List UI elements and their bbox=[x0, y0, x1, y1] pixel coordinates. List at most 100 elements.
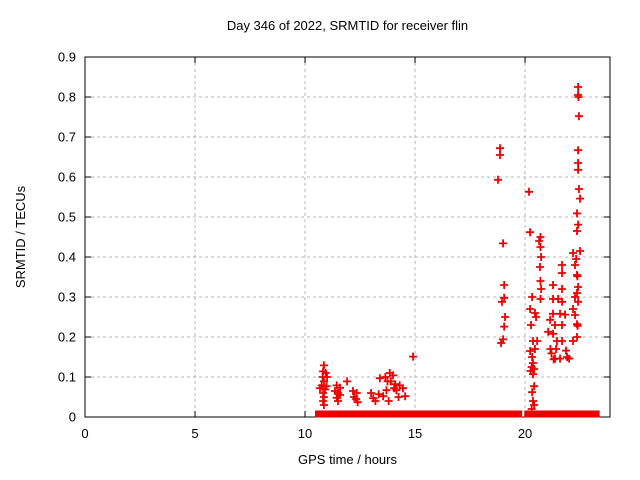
baseline-segment bbox=[373, 410, 386, 418]
baseline-points bbox=[315, 410, 600, 418]
data-point-marker bbox=[386, 377, 395, 386]
data-point-marker bbox=[528, 388, 537, 397]
baseline-segment bbox=[315, 410, 325, 418]
y-tick-label: 0.7 bbox=[58, 130, 76, 145]
data-point-marker bbox=[536, 243, 545, 251]
data-point-marker bbox=[409, 352, 418, 361]
data-point-marker bbox=[574, 112, 583, 121]
baseline-segment bbox=[388, 410, 400, 418]
baseline-segment bbox=[566, 410, 588, 418]
data-point-marker bbox=[495, 151, 504, 159]
baseline-segment bbox=[497, 410, 513, 418]
data-point-marker bbox=[574, 297, 583, 306]
data-point-marker bbox=[537, 285, 546, 293]
data-point-marker bbox=[574, 220, 583, 229]
data-point-marker bbox=[527, 321, 536, 329]
data-points bbox=[315, 83, 585, 413]
data-point-marker bbox=[571, 261, 580, 269]
data-point-marker bbox=[392, 386, 401, 395]
data-point-marker bbox=[384, 397, 393, 405]
data-point-marker bbox=[576, 247, 585, 255]
y-tick-label: 0 bbox=[69, 410, 76, 425]
data-point-marker bbox=[572, 227, 581, 235]
data-point-marker bbox=[544, 327, 553, 336]
x-axis-label: GPS time / hours bbox=[298, 452, 397, 467]
data-point-marker bbox=[546, 315, 555, 324]
x-tick-label: 20 bbox=[518, 426, 532, 441]
data-point-marker bbox=[494, 175, 503, 184]
data-point-marker bbox=[572, 255, 581, 263]
data-point-marker bbox=[549, 329, 558, 338]
data-point-marker bbox=[497, 339, 506, 347]
data-point-marker bbox=[574, 185, 583, 193]
data-point-marker bbox=[379, 392, 388, 401]
baseline-segment bbox=[475, 410, 491, 418]
data-point-marker bbox=[574, 83, 583, 91]
data-point-marker bbox=[536, 277, 545, 285]
data-point-marker bbox=[549, 281, 558, 289]
baseline-segment bbox=[381, 410, 393, 418]
tick-labels: 0 0.1 0.2 0.3 0.4 0.5 0.6 0.7 0.8 0.9 0 5 10 15 20 bbox=[58, 50, 532, 442]
y-tick-label: 0.4 bbox=[58, 250, 76, 265]
y-tick-label: 0.6 bbox=[58, 170, 76, 185]
data-point-marker bbox=[561, 346, 570, 355]
data-point-marker bbox=[558, 321, 567, 329]
data-point-marker bbox=[574, 283, 583, 291]
baseline-segment bbox=[421, 410, 431, 418]
data-point-marker bbox=[530, 309, 539, 317]
baseline-segment bbox=[428, 410, 437, 418]
data-point-marker bbox=[319, 401, 328, 409]
data-point-marker bbox=[530, 345, 539, 353]
data-point-marker bbox=[573, 321, 582, 330]
data-point-marker bbox=[558, 297, 567, 306]
x-tick-label: 0 bbox=[81, 426, 88, 441]
data-point-marker bbox=[375, 374, 384, 383]
data-point-marker bbox=[558, 261, 567, 269]
data-point-marker bbox=[573, 272, 582, 281]
baseline-segment bbox=[486, 410, 502, 418]
data-point-marker bbox=[495, 144, 504, 153]
data-point-marker bbox=[572, 209, 581, 218]
data-point-marker bbox=[547, 349, 556, 358]
data-point-marker bbox=[574, 93, 583, 101]
baseline-segment bbox=[531, 410, 555, 418]
data-point-marker bbox=[315, 384, 324, 393]
data-point-marker bbox=[530, 382, 539, 391]
data-point-marker bbox=[528, 359, 537, 367]
y-tick-label: 0.3 bbox=[58, 290, 76, 305]
data-point-marker bbox=[558, 269, 567, 277]
data-point-marker bbox=[497, 297, 506, 306]
data-point-marker bbox=[367, 389, 376, 397]
data-point-marker bbox=[565, 354, 574, 363]
data-point-marker bbox=[336, 383, 345, 392]
baseline-segment bbox=[442, 410, 452, 418]
baseline-segment bbox=[463, 410, 479, 418]
baseline-segment bbox=[351, 410, 378, 418]
baseline-segment bbox=[550, 410, 564, 418]
data-point-marker bbox=[546, 345, 555, 353]
baseline-segment bbox=[322, 410, 349, 418]
data-point-marker bbox=[536, 233, 545, 241]
data-point-marker bbox=[526, 228, 535, 237]
gridlines bbox=[85, 57, 610, 417]
y-tick-label: 0.2 bbox=[58, 330, 76, 345]
data-point-marker bbox=[571, 311, 580, 319]
data-point-marker bbox=[501, 313, 510, 321]
data-point-marker bbox=[528, 293, 537, 301]
data-point-marker bbox=[528, 370, 537, 379]
baseline-segment bbox=[449, 410, 467, 418]
data-point-marker bbox=[537, 253, 546, 261]
baseline-segment bbox=[414, 410, 424, 418]
data-point-marker bbox=[569, 305, 578, 313]
data-point-marker bbox=[389, 371, 398, 380]
data-point-marker bbox=[532, 313, 541, 321]
y-axis-label: SRMTID / TECUs bbox=[13, 185, 28, 289]
data-point-marker bbox=[526, 305, 535, 313]
data-point-marker bbox=[528, 397, 537, 405]
x-tick-label: 15 bbox=[408, 426, 422, 441]
data-point-marker bbox=[500, 322, 509, 331]
data-point-marker bbox=[574, 159, 583, 167]
data-point-marker bbox=[569, 337, 578, 345]
